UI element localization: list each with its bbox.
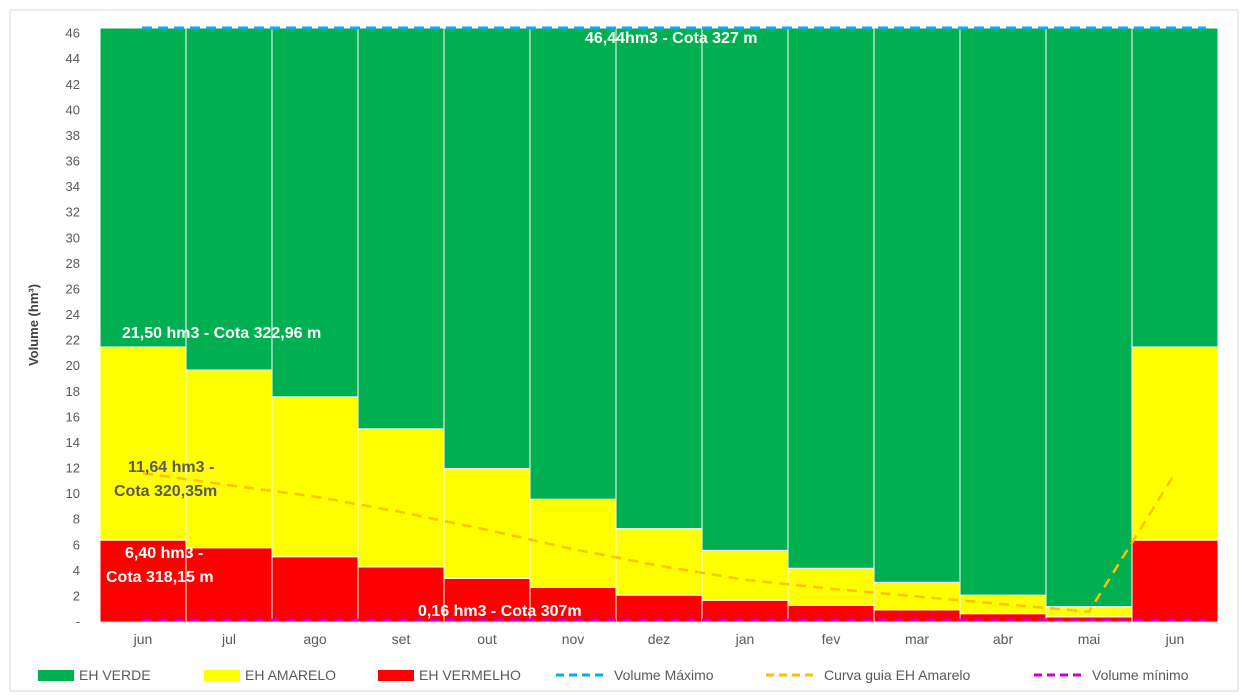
- y-tick-label: 28: [66, 256, 80, 271]
- y-tick-label: 40: [66, 102, 80, 117]
- legend-eh-verde-swatch: [38, 670, 74, 681]
- annotation-label: 0,16 hm3 - Cota 307m: [418, 603, 582, 620]
- y-tick-label: 12: [66, 461, 80, 476]
- y-tick-label: 32: [66, 205, 80, 220]
- bar-eh-amarelo: [185, 369, 273, 549]
- x-tick-label: jun: [133, 631, 153, 647]
- y-tick-label: 30: [66, 230, 80, 245]
- bar-eh-amarelo: [443, 468, 531, 580]
- bar-eh-amarelo: [357, 428, 445, 568]
- y-tick-label: -: [76, 614, 80, 629]
- line-curva-guia-eh-amarelo: [142, 471, 1177, 614]
- legend-eh-verde-label: EH VERDE: [79, 667, 151, 683]
- bar-eh-amarelo: [271, 396, 359, 558]
- bar-eh-vermelho: [99, 539, 187, 623]
- y-tick-label: 16: [66, 409, 80, 424]
- y-tick-label: 46: [66, 26, 80, 41]
- annotation-label: 6,40 hm3 -: [125, 545, 203, 562]
- y-tick-label: 10: [66, 486, 80, 501]
- legend-volume-máximo-label: Volume Máximo: [614, 667, 714, 683]
- x-tick-label: abr: [993, 631, 1014, 647]
- bar-eh-verde: [1045, 27, 1133, 608]
- y-tick-label: 4: [73, 563, 80, 578]
- legend-eh-vermelho-label: EH VERMELHO: [419, 667, 521, 683]
- y-tick-label: 26: [66, 281, 80, 296]
- y-tick-label: 2: [73, 588, 80, 603]
- bar-eh-verde: [271, 27, 359, 398]
- plot-area: Volume (hm³)-246810121416182022242628303…: [26, 26, 1219, 647]
- y-tick-label: 34: [66, 179, 80, 194]
- bar-eh-verde: [873, 27, 961, 583]
- y-tick-label: 24: [66, 307, 80, 322]
- bar-eh-verde: [529, 27, 617, 500]
- bar-eh-verde: [357, 27, 445, 430]
- bar-eh-amarelo: [529, 498, 617, 588]
- bar-eh-vermelho: [357, 566, 445, 623]
- x-tick-label: nov: [562, 631, 585, 647]
- bar-eh-vermelho: [1131, 539, 1219, 623]
- bar-eh-verde: [185, 27, 273, 371]
- bar-eh-vermelho: [615, 594, 703, 623]
- annotation-label: 11,64 hm3 -: [128, 459, 214, 476]
- y-tick-label: 36: [66, 154, 80, 169]
- x-tick-label: ago: [303, 631, 327, 647]
- legend-volume-mínimo-label: Volume mínimo: [1092, 667, 1189, 683]
- legend-eh-amarelo-label: EH AMARELO: [245, 667, 336, 683]
- y-tick-label: 22: [66, 333, 80, 348]
- legend-eh-vermelho-swatch: [378, 670, 414, 681]
- y-tick-label: 44: [66, 51, 80, 66]
- x-tick-label: fev: [822, 631, 841, 647]
- x-tick-label: out: [477, 631, 497, 647]
- y-tick-label: 18: [66, 384, 80, 399]
- x-tick-label: jan: [735, 631, 755, 647]
- bar-eh-verde: [787, 27, 875, 569]
- legend: EH VERDE EH AMARELO EH VERMELHO Volume Máxi…: [38, 667, 1189, 683]
- x-tick-label: dez: [648, 631, 671, 647]
- bar-eh-verde: [99, 27, 187, 348]
- x-tick-label: jul: [221, 631, 236, 647]
- bar-eh-verde: [1131, 27, 1219, 348]
- legend-curva-guia-eh-amarelo-label: Curva guia EH Amarelo: [824, 667, 971, 683]
- y-tick-label: 42: [66, 77, 80, 92]
- y-tick-label: 20: [66, 358, 80, 373]
- bar-eh-vermelho: [959, 613, 1047, 623]
- bar-eh-verde: [615, 27, 703, 530]
- y-tick-label: 6: [73, 537, 80, 552]
- bar-eh-verde: [701, 27, 789, 551]
- bar-eh-amarelo: [1131, 346, 1219, 541]
- x-tick-label: set: [392, 631, 411, 647]
- annotation-label: Cota 320,35m: [114, 483, 217, 500]
- annotation-label: 46,44hm3 - Cota 327 m: [585, 30, 758, 47]
- x-tick-label: jun: [1165, 631, 1185, 647]
- bar-eh-amarelo: [99, 346, 187, 541]
- annotation-label: Cota 318,15 m: [106, 569, 214, 586]
- bar-eh-vermelho: [529, 586, 617, 623]
- bar-eh-verde: [443, 27, 531, 470]
- legend-eh-amarelo-swatch: [204, 670, 240, 681]
- bar-eh-vermelho: [271, 556, 359, 623]
- y-axis-label: Volume (hm³): [26, 284, 41, 366]
- y-tick-label: 14: [66, 435, 80, 450]
- annotation-label: 21,50 hm3 - Cota 322,96 m: [122, 325, 321, 342]
- x-tick-label: mar: [905, 631, 929, 647]
- bar-eh-amarelo: [615, 528, 703, 596]
- y-tick-label: 38: [66, 128, 80, 143]
- x-tick-label: mai: [1078, 631, 1101, 647]
- bar-eh-verde: [959, 27, 1047, 596]
- y-tick-label: 8: [73, 512, 80, 527]
